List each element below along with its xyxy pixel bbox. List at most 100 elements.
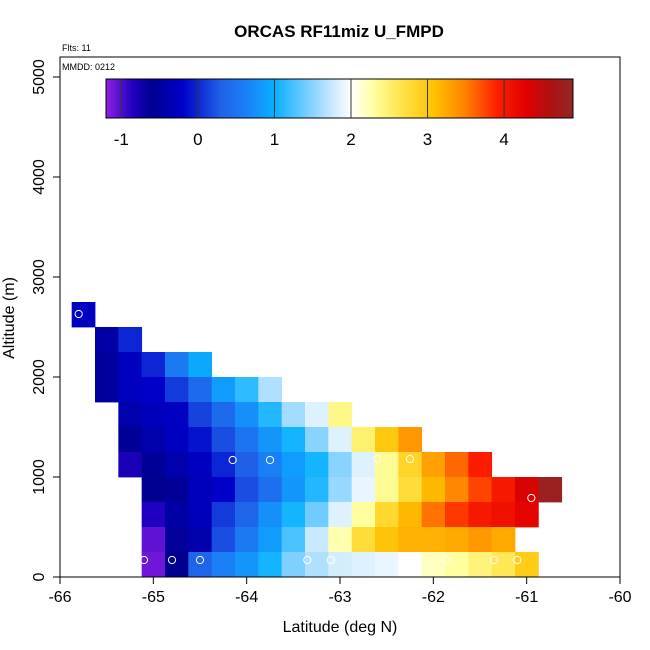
heatmap-cell-46 (281, 452, 306, 478)
heatmap-cell-94 (235, 527, 259, 553)
y-tick-label-0: 0 (31, 572, 48, 581)
heatmap-cell-112 (281, 552, 306, 578)
heatmap-cell-109 (211, 552, 236, 578)
y-axis-label: Altitude (m) (1, 277, 18, 359)
heatmap-cell-100 (375, 527, 399, 553)
observation-marker-9 (303, 555, 312, 565)
heatmap-cell-72 (538, 477, 563, 503)
heatmap-cell-28 (165, 427, 189, 453)
heatmap-cell-25 (328, 402, 353, 428)
heatmap-cell-118 (421, 552, 446, 578)
x-tick-label-6: -60 (608, 589, 631, 606)
heatmap-cell-9 (118, 377, 143, 403)
heatmap-cell-71 (515, 477, 539, 503)
heatmap-cell-31 (235, 427, 259, 453)
heatmap-cell-80 (305, 502, 329, 528)
flights-annotation: Flts: 11 (62, 43, 91, 53)
heatmap-cell-47 (305, 452, 329, 478)
heatmap-cell-70 (491, 477, 516, 503)
heatmap-cell-43 (211, 452, 236, 478)
heatmap-cell-97 (305, 527, 329, 553)
heatmap-cell-67 (421, 477, 446, 503)
heatmap-cell-69 (468, 477, 493, 503)
heatmap-cell-113 (305, 552, 329, 578)
heatmap-cell-49 (351, 452, 376, 478)
heatmap-cell-58 (211, 477, 236, 503)
x-axis: -66 -65 -64 -63 -62 -61 -60 (48, 577, 632, 606)
heatmap-cell-7 (188, 352, 213, 378)
heatmap-cell-77 (235, 502, 259, 528)
heatmap-cell-10 (141, 377, 166, 403)
heatmap-cell-38 (398, 427, 423, 453)
heatmap-cell-2 (118, 327, 143, 353)
x-tick-label-4: -62 (422, 589, 445, 606)
heatmap-cell-68 (445, 477, 469, 503)
heatmap-cell-48 (328, 452, 353, 478)
heatmap-cell-41 (165, 452, 189, 478)
heatmap-cell-29 (188, 427, 213, 453)
heatmap-cell-51 (398, 452, 423, 478)
observation-marker-12 (489, 555, 499, 565)
colorbar-tick-label-0: -1 (114, 130, 129, 149)
heatmap-cell-107 (165, 552, 189, 578)
heatmap-cell-75 (188, 502, 213, 528)
heatmap-cell-17 (141, 402, 166, 428)
heatmap-cell-55 (141, 477, 166, 503)
heatmap-cell-13 (211, 377, 236, 403)
heatmap-cell-121 (491, 552, 516, 578)
colorbar: -1 0 1 2 3 4 (105, 78, 574, 149)
heatmap-cell-23 (281, 402, 306, 428)
colorbar-gradient (105, 78, 574, 119)
heatmap-cell-22 (258, 402, 283, 428)
heatmap-cell-63 (328, 477, 353, 503)
heatmap-cell-101 (398, 527, 423, 553)
y-tick-label-1: 1000 (31, 459, 48, 495)
heatmap-cell-61 (281, 477, 306, 503)
x-tick-label-0: -66 (48, 589, 71, 606)
observation-markers (74, 309, 536, 565)
heatmap-cell-6 (165, 352, 189, 378)
heatmap-cell-0 (71, 302, 96, 328)
heatmap-cell-84 (398, 502, 423, 528)
heatmap-cell-11 (165, 377, 189, 403)
heatmap-cell-74 (165, 502, 189, 528)
observation-marker-5 (527, 493, 536, 503)
heatmap-cell-52 (421, 452, 446, 478)
x-tick-label-5: -61 (515, 589, 538, 606)
heatmap-cell-15 (258, 377, 283, 403)
heatmap-cell-5 (141, 352, 166, 378)
heatmap-cell-53 (445, 452, 469, 478)
mmdd-annotation: MMDD: 0212 (62, 62, 115, 72)
heatmap-cell-115 (351, 552, 376, 578)
heatmap-cell-64 (351, 477, 376, 503)
heatmap-cell-40 (141, 452, 166, 478)
heatmap-cell-78 (258, 502, 283, 528)
heatmap-cell-117 (398, 552, 423, 578)
x-tick-label-3: -63 (328, 589, 351, 606)
heatmap-cell-108 (188, 552, 213, 578)
observation-marker-6 (139, 555, 149, 565)
heatmap-cell-37 (375, 427, 399, 453)
heatmap-cell-36 (351, 427, 376, 453)
heatmap-cell-39 (118, 452, 143, 478)
heatmap-cell-56 (165, 477, 189, 503)
y-tick-label-4: 4000 (31, 159, 48, 195)
heatmap-cell-59 (235, 477, 259, 503)
heatmap-cell-14 (235, 377, 259, 403)
heatmap-cell-4 (118, 352, 143, 378)
heatmap-cell-119 (445, 552, 469, 578)
colorbar-tick-label-4: 3 (423, 130, 432, 149)
heatmap-cell-114 (328, 552, 353, 578)
x-tick-label-1: -65 (142, 589, 165, 606)
heatmap-cell-33 (281, 427, 306, 453)
heatmap-cell-54 (468, 452, 493, 478)
heatmap-cell-73 (141, 502, 166, 528)
colorbar-tick-label-3: 2 (346, 130, 355, 149)
heatmap-cell-66 (398, 477, 423, 503)
heatmap-cell-30 (211, 427, 236, 453)
observation-marker-8 (195, 555, 205, 565)
heatmap-cell-8 (95, 377, 119, 403)
heatmap-cell-65 (375, 477, 399, 503)
heatmap-cell-120 (468, 552, 493, 578)
heatmap-cell-95 (258, 527, 283, 553)
